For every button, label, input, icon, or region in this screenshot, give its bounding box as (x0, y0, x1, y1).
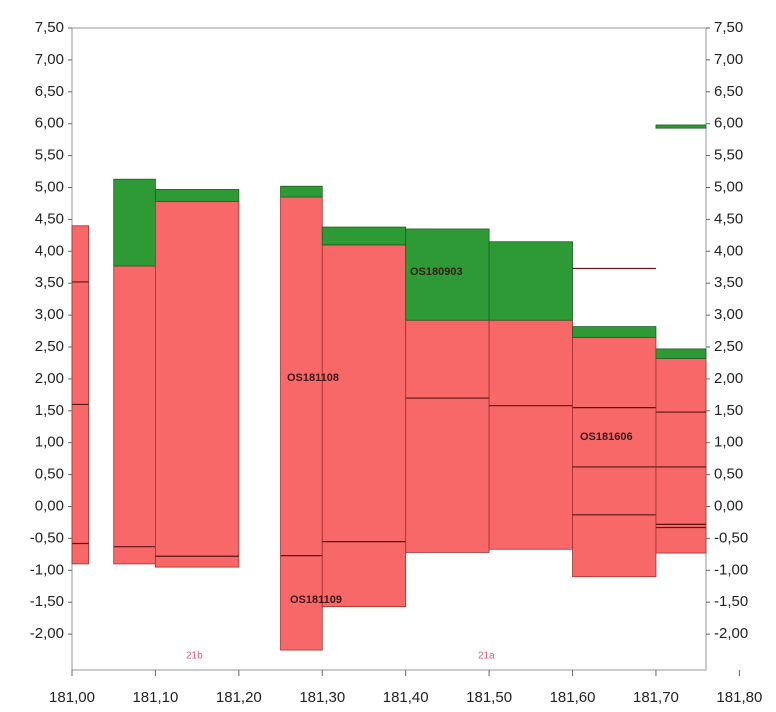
green-block (405, 228, 490, 321)
y-tick-label: 0,50 (35, 466, 64, 483)
annotation: OS180903 (410, 266, 463, 278)
y2-tick-label: 1,00 (714, 434, 743, 451)
y-tick-label: 0,00 (35, 497, 64, 514)
y-tick-label: 2,50 (35, 338, 64, 355)
x-tick-label: 181,00 (49, 689, 95, 706)
red-block (405, 319, 490, 553)
x-tick-label: 181,30 (299, 689, 345, 706)
y-tick-label: -0,50 (30, 529, 64, 546)
red-block (572, 337, 657, 578)
green-block (572, 326, 657, 338)
red-block (321, 244, 407, 608)
y-tick-label: 3,00 (35, 306, 64, 323)
y-tick-label: 6,00 (35, 115, 64, 132)
y2-tick-label: 6,50 (714, 83, 743, 100)
y-tick-label: 7,00 (35, 51, 64, 68)
annotation: 21a (478, 651, 495, 662)
x-tick-label: 181,70 (633, 689, 679, 706)
y-tick-label: -1,50 (30, 593, 64, 610)
x-tick-label: 181,10 (132, 689, 178, 706)
y2-tick-label: 3,50 (714, 274, 743, 291)
green-block (155, 189, 240, 202)
y-tick-label: 2,00 (35, 370, 64, 387)
y2-tick-label: 4,00 (714, 242, 743, 259)
y-tick-label: 5,50 (35, 147, 64, 164)
y2-tick-label: 3,00 (714, 306, 743, 323)
x-tick-label: 181,40 (383, 689, 429, 706)
y2-tick-label: -2,00 (714, 625, 748, 642)
y2-tick-label: 2,50 (714, 338, 743, 355)
y2-tick-label: 7,50 (714, 19, 743, 36)
y2-tick-label: 7,00 (714, 51, 743, 68)
red-block (488, 319, 573, 550)
red-block (71, 225, 90, 565)
y-tick-label: 5,00 (35, 178, 64, 195)
red-block (280, 196, 323, 651)
y-tick-label: 4,50 (35, 210, 64, 227)
y-tick-label: -1,00 (30, 561, 64, 578)
y-tick-label: 1,00 (35, 434, 64, 451)
red-block (655, 358, 707, 554)
x-tick-label: 181,50 (466, 689, 512, 706)
y-tick-label: 4,00 (35, 242, 64, 259)
y2-tick-label: 6,00 (714, 115, 743, 132)
annotation: 21b (186, 651, 203, 662)
y-tick-label: 1,50 (35, 402, 64, 419)
red-block (155, 201, 240, 568)
y-tick-label: 7,50 (35, 19, 64, 36)
red-block (113, 265, 156, 565)
y-tick-label: 3,50 (35, 274, 64, 291)
x-tick-label: 181,20 (216, 689, 262, 706)
y2-tick-label: 0,00 (714, 497, 743, 514)
y2-tick-label: 5,50 (714, 147, 743, 164)
y2-tick-label: -0,50 (714, 529, 748, 546)
y2-tick-label: 2,00 (714, 370, 743, 387)
x-tick-label: 181,80 (716, 689, 762, 706)
y2-tick-label: 0,50 (714, 466, 743, 483)
annotation: OS181109 (290, 594, 342, 606)
annotation: OS181606 (580, 431, 633, 443)
green-block (321, 226, 407, 246)
green-block (488, 241, 573, 321)
green-block (280, 185, 323, 198)
x-tick-label: 181,60 (550, 689, 596, 706)
y2-tick-label: -1,00 (714, 561, 748, 578)
y-tick-label: -2,00 (30, 625, 64, 642)
y2-tick-label: 1,50 (714, 402, 743, 419)
green-block (655, 124, 707, 129)
y-tick-label: 6,50 (35, 83, 64, 100)
green-block (113, 178, 156, 267)
y2-tick-label: -1,50 (714, 593, 748, 610)
annotation: OS181108 (287, 372, 339, 384)
y2-tick-label: 4,50 (714, 210, 743, 227)
green-block (655, 348, 707, 359)
y2-tick-label: 5,00 (714, 178, 743, 195)
